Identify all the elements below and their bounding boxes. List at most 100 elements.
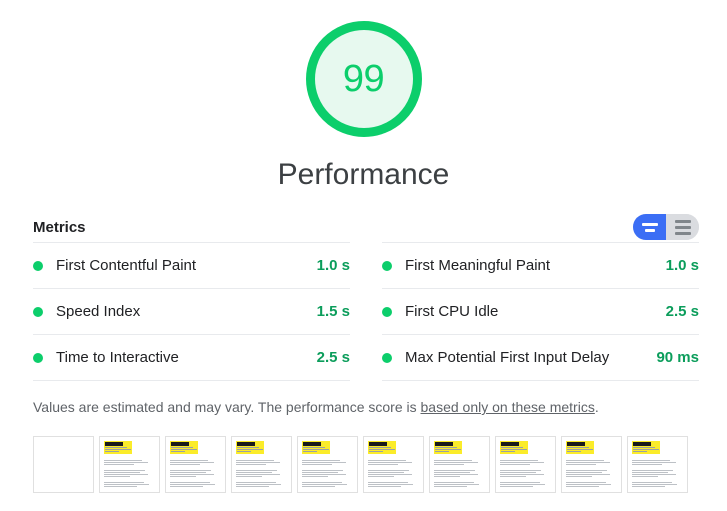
thumbnail-text-line <box>368 478 419 481</box>
thumbnail-banner-line <box>501 449 527 450</box>
metric-name: Speed Index <box>56 303 141 320</box>
page-title: Performance <box>277 158 450 191</box>
metric-name: First CPU Idle <box>405 303 499 320</box>
thumbnail-body-lines <box>302 460 353 493</box>
thumbnail-text-line <box>566 488 617 491</box>
status-dot-pass-icon <box>33 352 43 363</box>
performance-score-gauge[interactable]: 99 <box>305 21 422 137</box>
thumbnail-text-line <box>566 482 606 483</box>
thumbnail-banner-line <box>501 447 523 448</box>
thumbnail-banner-line <box>105 449 131 450</box>
thumbnail-body-lines <box>236 460 287 493</box>
thumbnail-text-line <box>500 478 551 481</box>
thumbnail-text-line <box>104 462 148 463</box>
thumbnail-banner-line <box>567 449 593 450</box>
thumbnail-text-line <box>500 460 538 461</box>
thumbnail-text-line <box>302 492 332 493</box>
thumbnail-page-preview <box>236 441 287 490</box>
thumbnail-page-preview <box>566 441 617 490</box>
screenshot-filmstrip <box>33 436 699 493</box>
filmstrip-thumbnail[interactable] <box>33 436 94 493</box>
metric-row[interactable]: Max Potential First Input Delay 90 ms <box>382 334 699 381</box>
thumbnail-banner-logo <box>435 442 453 446</box>
filmstrip-thumbnail[interactable] <box>495 436 556 493</box>
thumbnail-text-line <box>566 460 604 461</box>
thumbnail-text-line <box>170 472 206 473</box>
thumbnail-text-line <box>368 492 398 493</box>
thumbnail-text-line <box>368 464 398 465</box>
metrics-view-toggle[interactable] <box>633 214 699 240</box>
filmstrip-thumbnail[interactable] <box>297 436 358 493</box>
metric-row[interactable]: First Contentful Paint 1.0 s <box>33 242 350 288</box>
thumbnail-text-line <box>434 482 474 483</box>
thumbnail-text-line <box>170 484 215 485</box>
metric-value: 2.5 s <box>316 349 350 366</box>
filmstrip-thumbnail[interactable] <box>99 436 160 493</box>
thumbnail-text-line <box>236 482 276 483</box>
thumbnail-text-line <box>566 466 617 469</box>
thumbnail-banner-line <box>633 447 655 448</box>
thumbnail-banner-logo <box>633 442 651 446</box>
filmstrip-thumbnail[interactable] <box>561 436 622 493</box>
thumbnail-text-line <box>434 460 472 461</box>
performance-score-value: 99 <box>342 58 385 100</box>
thumbnail-text-line <box>302 462 346 463</box>
thumbnail-text-line <box>566 478 617 481</box>
thumbnail-banner-line <box>237 449 263 450</box>
status-dot-pass-icon <box>33 306 43 317</box>
thumbnail-text-line <box>368 460 406 461</box>
thumbnail-text-line <box>500 488 551 491</box>
thumbnail-text-line <box>434 470 475 471</box>
thumbnail-text-line <box>170 476 196 477</box>
thumbnail-text-line <box>236 484 281 485</box>
metrics-disclaimer: Values are estimated and may vary. The p… <box>33 398 699 416</box>
metric-row[interactable]: First Meaningful Paint 1.0 s <box>382 242 699 288</box>
thumbnail-text-line <box>500 492 530 493</box>
thumbnail-page-preview <box>368 441 419 490</box>
list-view-line <box>674 219 691 223</box>
thumbnail-text-line <box>104 488 155 491</box>
metric-row[interactable]: First CPU Idle 2.5 s <box>382 288 699 334</box>
thumbnail-text-line <box>632 492 662 493</box>
thumbnail-text-line <box>566 492 596 493</box>
thumbnail-body-lines <box>434 460 485 492</box>
thumbnail-banner-logo <box>567 442 585 446</box>
filmstrip-thumbnail[interactable] <box>165 436 226 493</box>
thumbnail-page-preview <box>632 441 683 490</box>
thumbnail-text-line <box>632 464 662 465</box>
thumbnail-text-line <box>302 466 353 469</box>
filmstrip-thumbnail[interactable] <box>231 436 292 493</box>
thumbnail-text-line <box>632 472 668 473</box>
thumbnail-banner-logo <box>105 442 123 446</box>
thumbnail-text-line <box>368 488 419 491</box>
thumbnail-text-line <box>170 478 221 481</box>
bar-view-icon[interactable] <box>633 214 666 240</box>
thumbnail-banner <box>368 441 397 454</box>
filmstrip-thumbnail[interactable] <box>363 436 424 493</box>
filmstrip-thumbnail[interactable] <box>627 436 688 493</box>
metric-row[interactable]: Time to Interactive 2.5 s <box>33 334 350 381</box>
thumbnail-text-line <box>170 460 208 461</box>
thumbnail-text-line <box>500 470 541 471</box>
thumbnail-body-lines <box>566 460 617 493</box>
filmstrip-thumbnail[interactable] <box>429 436 490 493</box>
thumbnail-text-line <box>566 462 610 463</box>
thumbnail-text-line <box>236 492 266 493</box>
list-view-icon[interactable] <box>666 214 699 240</box>
thumbnail-text-line <box>434 466 485 469</box>
thumbnail-banner-line <box>633 451 647 452</box>
thumbnail-banner-line <box>237 451 251 452</box>
thumbnail-text-line <box>632 474 676 475</box>
thumbnail-text-line <box>170 474 214 475</box>
thumbnail-banner-line <box>501 451 515 452</box>
thumbnail-text-line <box>236 478 287 481</box>
metrics-docs-link[interactable]: based only on these metrics <box>420 399 595 415</box>
thumbnail-text-line <box>566 470 607 471</box>
thumbnail-banner-logo <box>501 442 519 446</box>
thumbnail-text-line <box>500 464 530 465</box>
thumbnail-text-line <box>170 464 200 465</box>
thumbnail-text-line <box>368 470 409 471</box>
metric-row[interactable]: Speed Index 1.5 s <box>33 288 350 334</box>
thumbnail-text-line <box>434 462 478 463</box>
thumbnail-text-line <box>170 466 221 469</box>
